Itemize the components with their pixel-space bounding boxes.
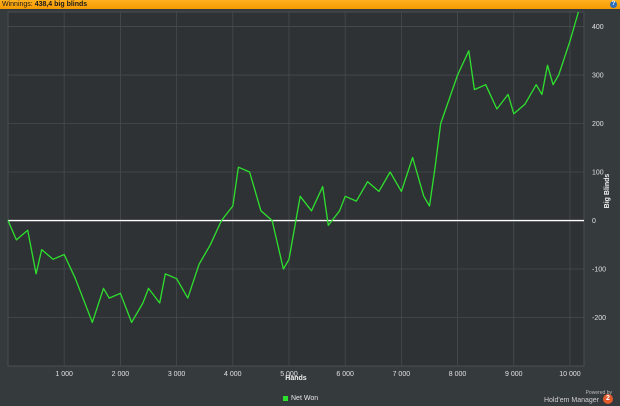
x-tick-label: 1 000 [55,371,73,378]
x-tick-label: 2 000 [112,371,130,378]
question-icon[interactable]: ? [610,1,617,8]
x-tick-label: 3 000 [168,371,186,378]
y-tick-label: -200 [592,315,606,322]
winnings-chart: 1 000 2 000 3 000 4 000 5 000 6 000 7 000 8 000… [7,11,611,382]
brand-name: Hold'em Manager [543,397,599,404]
x-tick-label: 4 000 [224,371,242,378]
y-tick-label: 300 [592,73,604,80]
x-tick-label: 6 000 [336,371,354,378]
plot-area [7,11,585,367]
legend-swatch [283,395,288,401]
legend-label: Net Won [291,395,319,402]
chart-legend: Net Won [283,395,318,402]
y-tick-label: -100 [592,267,606,274]
powered-by-label: Powered by [585,390,612,396]
winnings-label: Winnings: [2,1,33,8]
x-axis-label: Hands [285,375,307,382]
y-tick-labels: -200 -100 0 100 200 300 400 [592,24,606,322]
y-axis-label: Big Blinds [604,174,611,209]
x-tick-label: 9 000 [505,371,523,378]
x-tick-labels: 1 000 2 000 3 000 4 000 5 000 6 000 7 000 8 000… [55,371,580,378]
x-tick-label: 5 000 [280,371,298,378]
winnings-value: 438,4 big blinds [34,1,88,8]
y-tick-label: 0 [592,218,596,225]
brand-block: Powered by Hold'em Manager 2 [543,389,613,405]
x-tick-label: 10 000 [559,371,581,378]
x-tick-label: 8 000 [449,371,467,378]
winnings-bar: Winnings: 438,4 big blinds ? [0,0,620,9]
net-won-line [7,11,580,324]
y-tick-label: 100 [592,170,604,177]
x-tick-label: 7 000 [393,371,411,378]
brand-logo-icon: 2 [603,394,613,404]
y-tick-label: 200 [592,121,604,128]
y-tick-label: 400 [592,24,604,31]
